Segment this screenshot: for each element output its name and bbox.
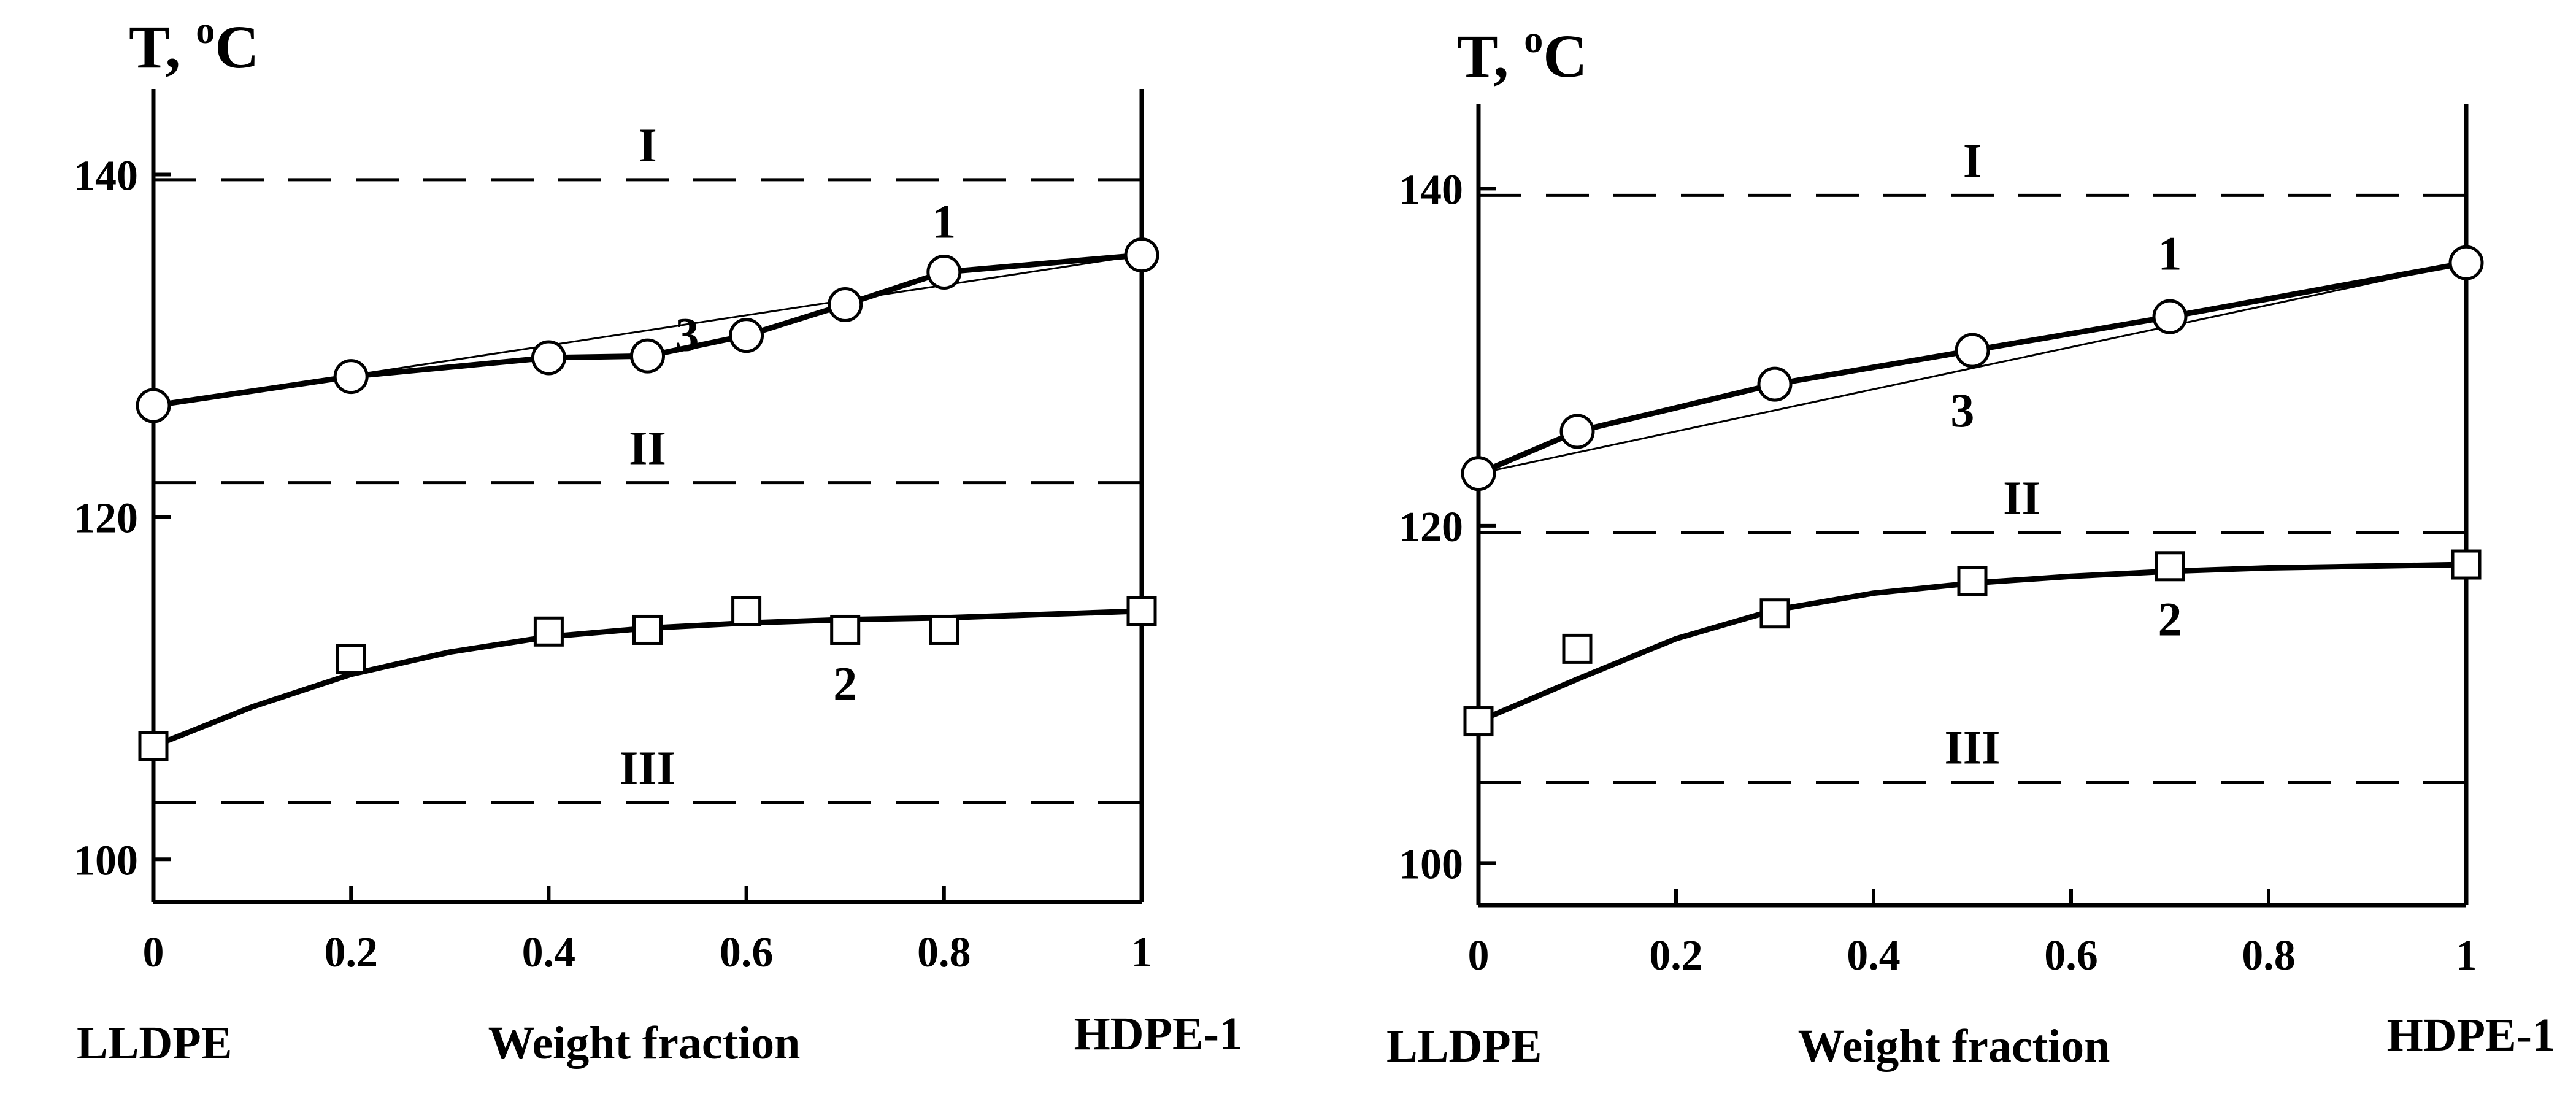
y-tick-label: 120 [1399, 504, 1463, 551]
series-2-point [830, 614, 861, 645]
reference-line-label: II [629, 422, 666, 475]
series-markers [1461, 245, 2484, 737]
series-3-label: 3 [1950, 384, 1974, 437]
x-tick-label: 1 [2456, 932, 2477, 979]
x-ticks: 0 0.2 0.4 0.6 0.8 1 [1468, 889, 2477, 979]
series-2-point [2155, 551, 2185, 582]
reference-line-label: II [2003, 471, 2040, 525]
series-1-point [1461, 456, 1496, 492]
series-3-line [153, 254, 1142, 407]
series-2-point [533, 616, 564, 647]
x-tick-label: 0 [143, 929, 164, 976]
y-axis-title: T, oC [129, 10, 260, 81]
y-tick-label: 140 [74, 152, 138, 199]
x-tick-label: 0.6 [720, 929, 774, 976]
series-1-line [1477, 260, 2467, 476]
series-1-point [926, 254, 962, 290]
x-tick-label: 0.2 [324, 929, 378, 976]
series-1-point [2152, 299, 2188, 334]
series-2-point [1463, 706, 1494, 737]
series-1-point [828, 287, 863, 322]
right-end-label: HDPE-1 [2387, 1009, 2555, 1061]
x-tick-label: 0.6 [2044, 932, 2098, 979]
series-1-point [1955, 333, 1990, 368]
series-1-point [2448, 245, 2484, 280]
series-labels: 1 2 3 [675, 195, 956, 711]
y-tick-label: 120 [74, 495, 138, 542]
y-tick-label: 100 [74, 837, 138, 884]
series-1-label: 1 [2158, 227, 2182, 280]
series-2-point [336, 644, 366, 674]
series-2-point [632, 614, 663, 645]
reference-line-label: I [1963, 134, 1982, 187]
series-2-point [1957, 566, 1988, 597]
series-2-label: 2 [833, 657, 857, 711]
x-tick-label: 0.4 [522, 929, 576, 976]
series-1-point [1559, 414, 1595, 449]
x-ticks: 0 0.2 0.4 0.6 0.8 1 [143, 886, 1153, 976]
series-3-label: 3 [675, 308, 699, 361]
left-end-label: LLDPE [77, 1017, 232, 1069]
series-1-point [1757, 366, 1793, 402]
series-lines [152, 252, 1142, 749]
x-tick-label: 1 [1131, 929, 1153, 976]
series-labels: 1 2 3 [1950, 227, 2182, 646]
series-markers [136, 237, 1159, 761]
series-1-point [630, 338, 665, 374]
x-axis-title: Weight fraction [1798, 1020, 2110, 1072]
right-end-label: HDPE-1 [1074, 1008, 1242, 1060]
series-lines [1477, 260, 2467, 724]
series-1-point [1124, 237, 1159, 273]
series-2-point [929, 614, 959, 645]
y-ticks: 100 120 140 [1399, 166, 1496, 888]
series-2-point [1562, 633, 1593, 664]
x-tick-label: 0.8 [917, 929, 971, 976]
left-end-label: LLDPE [1386, 1020, 1542, 1072]
series-2-label: 2 [2158, 593, 2182, 646]
y-tick-label: 100 [1399, 841, 1463, 888]
series-2-point [731, 596, 762, 626]
series-1-point [333, 359, 369, 395]
series-2-point [1126, 596, 1157, 626]
series-1-point [531, 340, 566, 376]
reference-line-label: III [1944, 720, 2000, 774]
y-ticks: 100 120 140 [74, 152, 171, 884]
x-tick-label: 0.8 [2242, 932, 2296, 979]
reference-line-label: III [620, 741, 675, 795]
series-1-label: 1 [932, 195, 956, 249]
y-tick-label: 140 [1399, 166, 1463, 214]
x-tick-label: 0.4 [1847, 932, 1901, 979]
x-axis-title: Weight fraction [488, 1017, 801, 1069]
y-axis-title: T, oC [1457, 19, 1588, 90]
series-1-point [136, 388, 171, 423]
series-1-point [729, 318, 764, 353]
series-3-line [1478, 261, 2467, 475]
series-2-point [2451, 549, 2482, 580]
reference-line-label: I [638, 118, 656, 172]
x-tick-label: 0.2 [1649, 932, 1703, 979]
series-2-point [138, 731, 169, 761]
x-tick-label: 0 [1468, 932, 1490, 979]
series-2-point [1759, 598, 1790, 629]
